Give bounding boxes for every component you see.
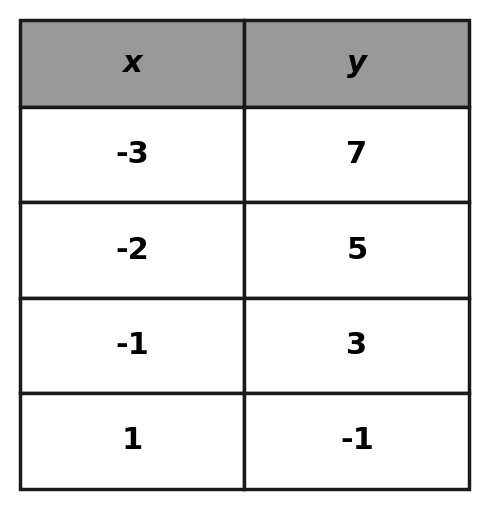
Bar [244,20,468,107]
Text: -2: -2 [115,236,149,265]
Text: -1: -1 [115,331,149,360]
Bar [244,393,468,489]
Text: 5: 5 [346,236,367,265]
Text: x: x [122,49,142,78]
Bar [244,203,468,298]
Bar [244,107,468,203]
Bar [20,393,244,489]
Bar [20,107,244,203]
Text: -3: -3 [115,140,149,169]
Bar [20,203,244,298]
Bar [20,20,244,107]
Text: 1: 1 [121,427,142,456]
Text: y: y [346,49,366,78]
Text: 3: 3 [346,331,367,360]
Bar [20,298,244,393]
Text: -1: -1 [339,427,373,456]
Bar [244,298,468,393]
Text: 7: 7 [346,140,367,169]
